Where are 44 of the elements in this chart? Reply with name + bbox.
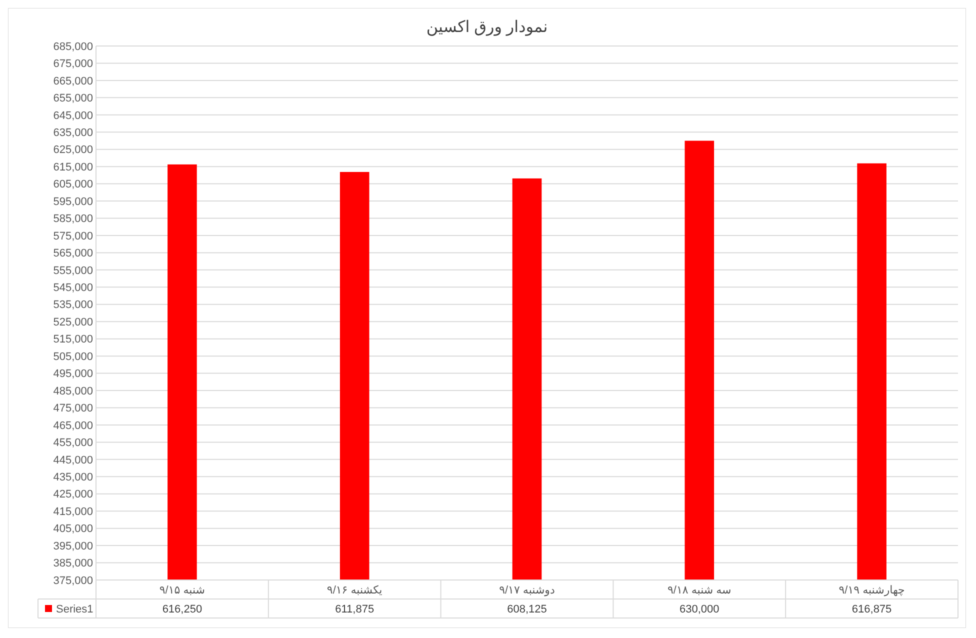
- y-tick-label: 615,000: [53, 161, 93, 174]
- x-tick-label: یکشنبه ۹/۱۶: [326, 584, 382, 596]
- y-tick-label: 625,000: [53, 144, 93, 156]
- x-tick-label: شنبه ۹/۱۵: [159, 584, 205, 596]
- y-tick-label: 655,000: [53, 92, 93, 105]
- y-tick-label: 505,000: [53, 350, 93, 363]
- y-tick-label: 575,000: [53, 230, 93, 242]
- y-tick-label: 675,000: [53, 58, 93, 70]
- y-tick-label: 455,000: [53, 437, 93, 450]
- data-label: 630,000: [680, 603, 720, 616]
- y-tick-label: 495,000: [53, 368, 93, 380]
- y-tick-label: 475,000: [53, 402, 93, 415]
- y-tick-label: 435,000: [53, 471, 93, 484]
- y-tick-label: 465,000: [53, 420, 93, 432]
- y-tick-label: 525,000: [53, 316, 93, 328]
- y-tick-label: 445,000: [53, 454, 93, 466]
- y-tick-label: 555,000: [53, 264, 93, 277]
- y-tick-label: 375,000: [53, 574, 93, 587]
- y-tick-label: 425,000: [53, 488, 93, 501]
- x-tick-label: چهارشنبه ۹/۱۹: [838, 584, 905, 596]
- x-tick-label: سه شنبه ۹/۱۸: [668, 584, 732, 596]
- y-tick-label: 585,000: [53, 213, 93, 226]
- y-tick-label: 515,000: [53, 334, 93, 346]
- legend-label: Series1: [56, 603, 94, 616]
- y-tick-label: 535,000: [53, 299, 93, 312]
- y-tick-label: 565,000: [53, 248, 93, 260]
- y-tick-label: 685,000: [53, 40, 93, 53]
- y-tick-label: 395,000: [53, 540, 93, 552]
- y-tick-label: 595,000: [53, 196, 93, 208]
- y-tick-label: 385,000: [53, 558, 93, 570]
- y-tick-label: 485,000: [53, 385, 93, 398]
- data-label: 616,250: [162, 603, 202, 616]
- data-label: 608,125: [507, 603, 547, 616]
- x-tick-label: دوشنبه ۹/۱۷: [499, 584, 555, 596]
- data-label: 611,875: [335, 603, 374, 616]
- y-tick-label: 645,000: [53, 110, 93, 122]
- data-label: 616,875: [852, 603, 892, 616]
- y-tick-label: 635,000: [53, 126, 93, 139]
- y-tick-label: 605,000: [53, 178, 93, 191]
- y-tick-label: 545,000: [53, 282, 93, 294]
- y-tick-label: 665,000: [53, 75, 93, 88]
- y-tick-label: 405,000: [53, 523, 93, 536]
- y-tick-label: 415,000: [53, 506, 93, 518]
- chart-title: نمودار ورق اکسین: [426, 19, 548, 36]
